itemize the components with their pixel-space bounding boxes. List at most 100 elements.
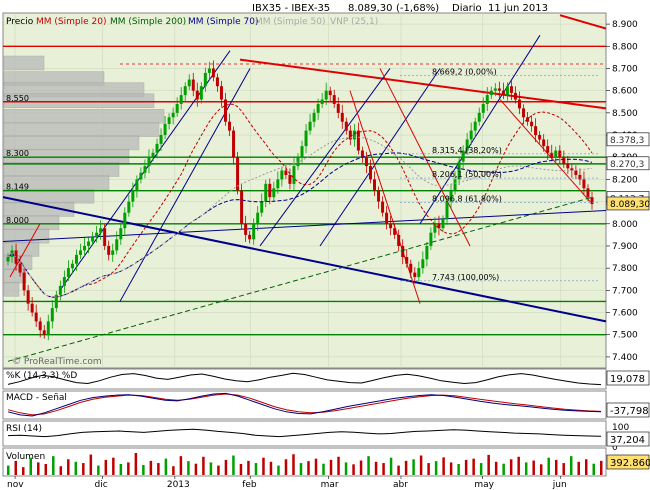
candle-body bbox=[554, 150, 558, 158]
volume-bar bbox=[247, 460, 250, 475]
candle-body bbox=[485, 95, 489, 104]
candle-body bbox=[50, 308, 54, 322]
candle-body bbox=[268, 183, 272, 198]
trend-line bbox=[319, 68, 441, 247]
volume-bar bbox=[194, 463, 198, 475]
volume-bar bbox=[44, 464, 48, 475]
candle-body bbox=[550, 152, 554, 158]
volume-bar bbox=[524, 462, 528, 475]
candle-body bbox=[87, 241, 91, 246]
candle-body bbox=[203, 72, 207, 87]
volume-bar bbox=[464, 459, 468, 475]
candle-body bbox=[30, 303, 34, 313]
volume-bar bbox=[82, 463, 85, 475]
candle-body bbox=[457, 161, 461, 180]
candle-body bbox=[223, 99, 227, 122]
price-label: 8.378,3 bbox=[610, 136, 644, 146]
candle-body bbox=[489, 90, 493, 96]
volume-bar bbox=[337, 456, 340, 475]
candle-body bbox=[264, 183, 268, 202]
candle-body bbox=[413, 272, 417, 278]
volume-bar bbox=[7, 465, 10, 475]
macd-line bbox=[7, 392, 602, 417]
candle-body bbox=[417, 268, 421, 278]
candle-body bbox=[191, 79, 195, 91]
volume-bar bbox=[457, 464, 460, 475]
header-symbol: IBX35 - IBEX-35 bbox=[252, 3, 330, 14]
candle-body bbox=[46, 321, 50, 335]
volume-bar bbox=[22, 467, 25, 475]
candle-body bbox=[534, 126, 538, 136]
volume-bar bbox=[532, 460, 535, 475]
volume-bar bbox=[37, 462, 40, 475]
volume-bar bbox=[389, 457, 393, 475]
candle-body bbox=[344, 121, 348, 131]
candle-body bbox=[38, 321, 42, 331]
candle-body bbox=[453, 179, 457, 191]
candle-body bbox=[368, 166, 372, 180]
candle-body bbox=[320, 99, 324, 104]
candle-body bbox=[373, 179, 377, 191]
candle-body bbox=[360, 150, 364, 158]
header-last-value: 8.089,30 bbox=[348, 3, 393, 14]
macd-value-box bbox=[606, 402, 650, 418]
candle-body bbox=[538, 135, 542, 140]
volume-bar bbox=[119, 464, 123, 475]
volume-bar bbox=[344, 462, 348, 475]
candle-body bbox=[276, 179, 280, 189]
volume-bar bbox=[487, 454, 490, 475]
candle-body bbox=[449, 190, 453, 202]
fib-label: 8.315,4 (38,20%) bbox=[432, 146, 502, 155]
candle-body bbox=[260, 201, 264, 213]
candle-body bbox=[421, 259, 425, 269]
x-tick-label: dic bbox=[94, 480, 107, 490]
candle-body bbox=[232, 130, 236, 158]
volume-bar bbox=[494, 461, 498, 475]
candle-body bbox=[340, 112, 344, 122]
candle-body bbox=[252, 223, 256, 240]
trend-line bbox=[119, 68, 251, 302]
volume-bar bbox=[59, 466, 63, 475]
candle-body bbox=[316, 103, 320, 113]
x-tick-label: nov bbox=[7, 480, 24, 490]
volume-bar bbox=[359, 460, 363, 475]
volume-bar bbox=[142, 464, 145, 475]
candle-body bbox=[469, 130, 473, 140]
volume-bar bbox=[239, 464, 243, 475]
volume-bar bbox=[382, 463, 385, 475]
volume-bar bbox=[97, 465, 100, 475]
candle-body bbox=[324, 90, 328, 100]
trend-line bbox=[499, 99, 591, 202]
legend-vnp: VNP (25,1) bbox=[330, 17, 378, 27]
stochastic-value: 19,078 bbox=[610, 374, 645, 385]
volume-bar bbox=[262, 457, 265, 475]
candle-body bbox=[356, 130, 360, 151]
volume-bar bbox=[314, 458, 318, 475]
y-tick-label: 7.800 bbox=[612, 264, 638, 274]
candle-body bbox=[501, 90, 505, 96]
candle-body bbox=[578, 174, 582, 180]
volume-bar bbox=[502, 463, 505, 475]
volume-bar bbox=[299, 463, 303, 475]
trend-line bbox=[2, 196, 607, 323]
volume-bar bbox=[569, 456, 573, 475]
volume-bar bbox=[284, 459, 288, 475]
legend-precio: Precio bbox=[6, 17, 34, 27]
candle-body bbox=[18, 263, 22, 273]
candle-body bbox=[34, 312, 38, 322]
y-tick-label: 7.700 bbox=[612, 286, 638, 296]
fib-label: 8.669,2 (0,00%) bbox=[432, 67, 497, 76]
y-tick-label: 8.700 bbox=[612, 64, 638, 74]
candle-body bbox=[155, 143, 159, 153]
volume-bar bbox=[134, 453, 138, 475]
candle-body bbox=[119, 228, 123, 240]
volume-bar bbox=[209, 462, 213, 475]
volume-bar bbox=[352, 464, 355, 475]
candle-body bbox=[288, 174, 292, 184]
price-label-box bbox=[606, 132, 650, 147]
candle-body bbox=[493, 88, 497, 91]
fib-label: 7.743 (100,00%) bbox=[432, 273, 499, 282]
candle-body bbox=[167, 117, 171, 124]
volume-bar bbox=[232, 455, 235, 475]
volume-bar bbox=[52, 456, 55, 475]
